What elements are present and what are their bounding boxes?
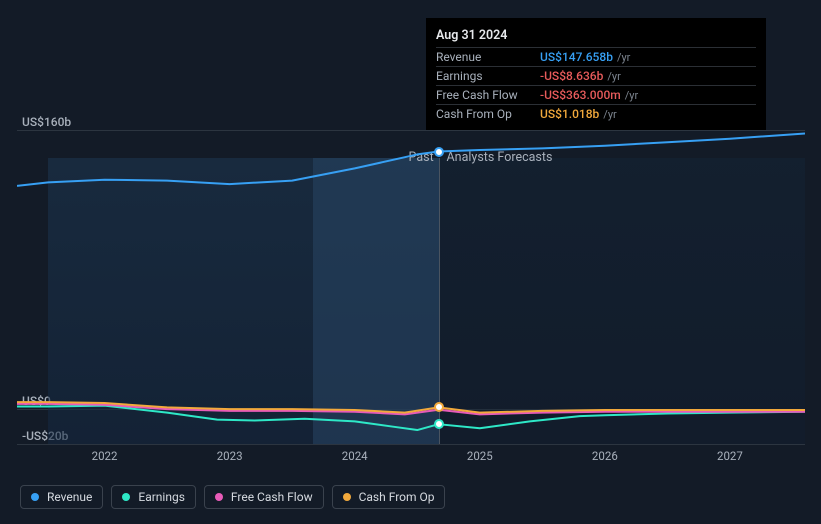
legend-label: Earnings xyxy=(138,490,185,504)
tooltip-label: Cash From Op xyxy=(436,107,540,121)
x-axis-tick: 2023 xyxy=(217,449,243,463)
tooltip-value: -US$363.000m xyxy=(540,88,621,102)
x-axis-tick: 2027 xyxy=(717,449,743,463)
legend-item-free-cash-flow[interactable]: Free Cash Flow xyxy=(204,485,324,509)
tooltip-unit: /yr xyxy=(607,70,620,83)
tooltip-label: Revenue xyxy=(436,50,540,64)
x-axis-tick: 2024 xyxy=(342,449,368,463)
x-axis-tick: 2026 xyxy=(592,449,618,463)
tooltip-unit: /yr xyxy=(617,51,630,64)
forecast-label: Analysts Forecasts xyxy=(447,150,553,165)
past-label: Past xyxy=(409,150,434,165)
grid-line xyxy=(17,444,805,445)
legend-item-cash-from-op[interactable]: Cash From Op xyxy=(332,485,446,509)
tooltip-row: RevenueUS$147.658b/yr xyxy=(436,47,756,66)
tooltip-label: Free Cash Flow xyxy=(436,88,540,102)
x-axis-tick: 2025 xyxy=(467,449,493,463)
tooltip-unit: /yr xyxy=(625,89,638,102)
x-axis: 2022 2023 2024 2025 2026 2027 xyxy=(17,449,805,467)
grid-line xyxy=(17,130,805,131)
tooltip-date: Aug 31 2024 xyxy=(436,28,756,47)
legend-label: Cash From Op xyxy=(359,490,435,504)
marker-earnings xyxy=(434,419,444,429)
legend-item-earnings[interactable]: Earnings xyxy=(111,485,196,509)
tooltip-label: Earnings xyxy=(436,69,540,83)
tooltip: Aug 31 2024 RevenueUS$147.658b/yrEarning… xyxy=(426,18,766,131)
tooltip-row: Earnings-US$8.636b/yr xyxy=(436,66,756,85)
split-line xyxy=(439,158,440,444)
tooltip-value: US$147.658b xyxy=(540,50,613,64)
legend-item-revenue[interactable]: Revenue xyxy=(20,485,103,509)
tooltip-row: Cash From OpUS$1.018b/yr xyxy=(436,104,756,123)
legend-dot-icon xyxy=(343,493,351,501)
legend-dot-icon xyxy=(31,493,39,501)
forecast-region-fill xyxy=(439,158,805,444)
tooltip-value: -US$8.636b xyxy=(540,69,603,83)
legend-dot-icon xyxy=(215,493,223,501)
tooltip-row: Free Cash Flow-US$363.000m/yr xyxy=(436,85,756,104)
x-axis-tick: 2022 xyxy=(92,449,118,463)
legend: Revenue Earnings Free Cash Flow Cash From O… xyxy=(20,485,445,509)
legend-dot-icon xyxy=(122,493,130,501)
marker-cfo xyxy=(434,402,444,412)
legend-label: Revenue xyxy=(47,490,92,504)
tooltip-value: US$1.018b xyxy=(540,107,599,121)
y-axis-label: US$0 xyxy=(22,394,51,408)
tooltip-unit: /yr xyxy=(603,108,616,121)
y-axis-label: US$160b xyxy=(22,115,71,129)
marker-revenue xyxy=(434,147,444,157)
hover-highlight xyxy=(313,158,438,444)
legend-label: Free Cash Flow xyxy=(231,490,313,504)
